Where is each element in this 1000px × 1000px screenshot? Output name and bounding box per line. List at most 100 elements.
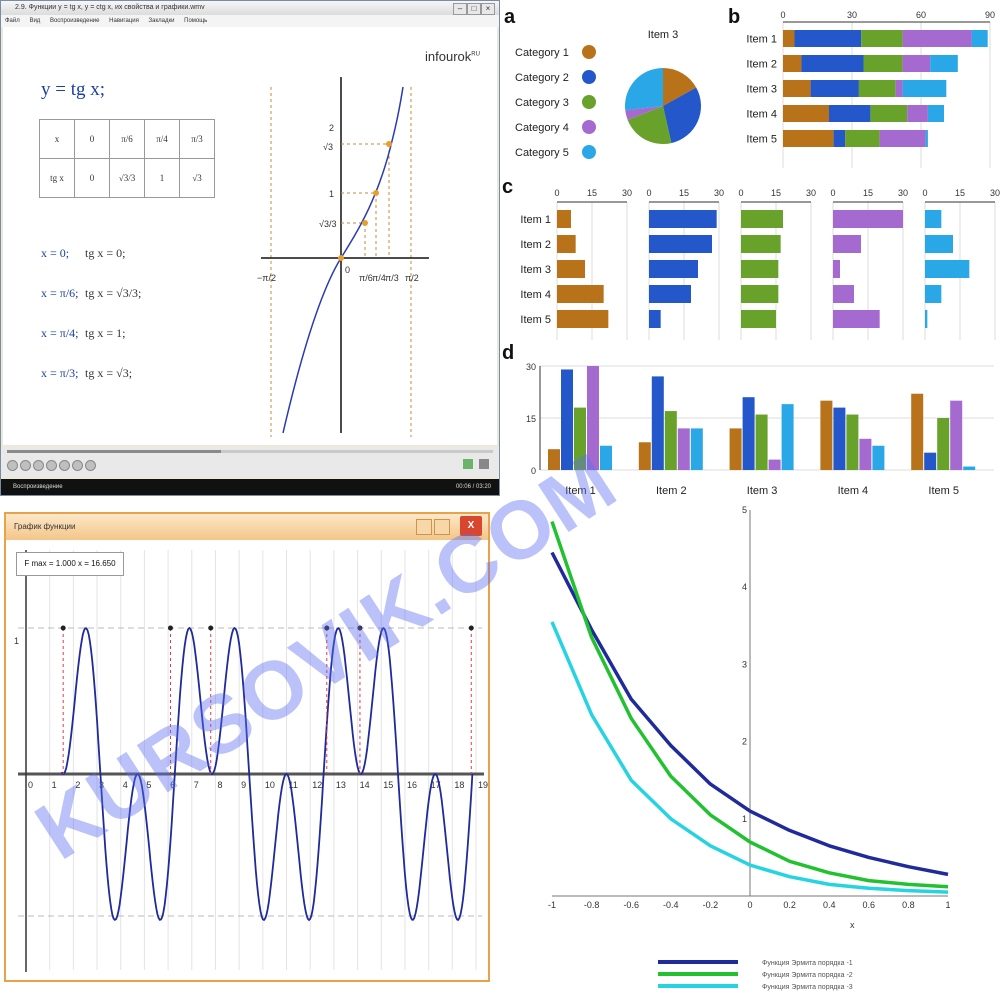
y-label-2: 2 <box>329 123 334 133</box>
x-tick-label: 2 <box>75 780 80 790</box>
x-tick-label: 12 <box>312 780 322 790</box>
table-cell: √3 <box>179 158 215 198</box>
bar <box>741 210 783 228</box>
x-label-mpi2: −π/2 <box>257 273 276 283</box>
bar-segment <box>783 55 802 72</box>
small-multiples-bar-chart: Item 1 Item 2 Item 3 Item 4 Item 5 0 15 30 0 15 30… <box>520 188 1000 340</box>
bar <box>859 438 872 470</box>
volume-icon[interactable] <box>463 459 473 469</box>
formula-list: x = 0; tg x = 0; x = π/6; tg x = √3/3; x =… <box>41 233 141 393</box>
bar-segment <box>902 80 947 97</box>
close-button[interactable]: X <box>460 516 482 536</box>
x-label-pi6: π/6 <box>359 273 373 283</box>
x-tick-label: 15 <box>771 188 781 198</box>
play-button[interactable] <box>33 460 44 471</box>
fullscreen-icon[interactable] <box>479 459 489 469</box>
pie-title: Item 3 <box>648 29 679 41</box>
bar <box>548 449 560 470</box>
menu-playback[interactable]: Воспроизведение <box>49 18 100 24</box>
pause-button[interactable] <box>46 460 57 471</box>
close-button[interactable]: × <box>481 3 495 15</box>
table-cell: √3/3 <box>109 158 145 198</box>
bar-segment <box>907 105 928 122</box>
x-tick-label: 13 <box>336 780 346 790</box>
x-tick-label: 0 <box>830 188 835 198</box>
window-title-bar[interactable]: 2.9. Функции y = tg x, y = ctg x, их сво… <box>1 1 499 15</box>
category-label: Item 1 <box>746 34 777 46</box>
legend-label: Функция Эрмита порядка -3 <box>762 984 853 991</box>
table-cell: 0 <box>74 119 110 159</box>
x-tick-label: 1 <box>945 900 950 910</box>
bar-segment <box>801 55 864 72</box>
bar-segment <box>930 55 958 72</box>
bar <box>925 285 942 303</box>
next-button[interactable] <box>85 460 96 471</box>
max-readout: F max = 1.000 x = 16.650 <box>16 552 124 576</box>
x-tick-label: 9 <box>241 780 246 790</box>
tangent-graph: 2 √3 1 √3/3 0 π/6 π/4 π/3 π/2 −π/2 <box>257 77 429 437</box>
x-tick-label: 15 <box>587 188 597 198</box>
x-tick-label: 0 <box>738 188 743 198</box>
y-tick-label: 1 <box>14 636 19 646</box>
bar <box>924 452 937 470</box>
peak-point <box>167 625 173 631</box>
menu-view[interactable]: Вид <box>29 18 41 24</box>
table-cell: 0 <box>74 158 110 198</box>
bar-segment <box>829 105 871 122</box>
minimize-button[interactable]: – <box>453 3 467 15</box>
x-label-pi4: π/4 <box>372 273 386 283</box>
x-tick-label: 60 <box>916 10 926 20</box>
maximize-button[interactable]: □ <box>467 3 481 15</box>
bar <box>925 310 928 328</box>
rewind-button[interactable] <box>20 460 31 471</box>
point-pi3 <box>386 141 392 147</box>
forward-button[interactable] <box>72 460 83 471</box>
formula-tg: tg x = √3; <box>85 366 133 380</box>
formula-row: x = π/4; tg x = 1; <box>41 313 141 353</box>
y-tick-label: 4 <box>742 582 747 592</box>
menu-bookmarks[interactable]: Закладки <box>148 18 175 24</box>
x-label-pi2: π/2 <box>405 273 419 283</box>
peak-point <box>60 625 66 631</box>
minimize-button[interactable] <box>416 519 432 535</box>
bar <box>557 235 576 253</box>
category-label: Item 5 <box>520 314 551 326</box>
y-tick-label: 1 <box>742 814 747 824</box>
category-label: Item 1 <box>520 214 551 226</box>
window-title-bar[interactable]: График функции X <box>6 514 488 540</box>
bar-segment <box>863 55 903 72</box>
menu-file[interactable]: Файл <box>5 18 20 24</box>
menu-navigation[interactable]: Навигация <box>109 18 139 24</box>
legend-label: Функция Эрмита порядка -2 <box>762 972 853 979</box>
bar-segment <box>810 80 859 97</box>
category-label: Item 2 <box>746 59 777 71</box>
x-tick-label: 1 <box>52 780 57 790</box>
bar <box>833 285 854 303</box>
legend-swatch <box>582 145 596 159</box>
pie-slice <box>625 68 663 111</box>
seek-bar[interactable] <box>7 450 493 453</box>
bar <box>925 260 970 278</box>
bar-segment <box>902 30 972 47</box>
bar <box>574 407 586 470</box>
table-cell: π/4 <box>144 119 180 159</box>
bar <box>846 414 859 470</box>
panel-c-letter: c <box>502 176 514 198</box>
maximize-button[interactable] <box>434 519 450 535</box>
menu-help[interactable]: Помощь <box>184 18 208 24</box>
x-tick-label: 0 <box>922 188 927 198</box>
table-cell: π/6 <box>109 119 145 159</box>
peak-point <box>357 625 363 631</box>
bar <box>557 310 609 328</box>
logo-sup: RU <box>471 51 480 58</box>
x-tick-label: 90 <box>985 10 995 20</box>
bar <box>729 428 742 470</box>
legend-label: Функция Эрмита порядка -1 <box>762 960 853 967</box>
prev-button[interactable] <box>7 460 18 471</box>
legend-label: Category 5 <box>515 147 569 159</box>
bar-segment <box>870 105 908 122</box>
stop-button[interactable] <box>59 460 70 471</box>
bar <box>741 260 779 278</box>
category-label: Item 2 <box>656 485 687 497</box>
legend-label: Category 4 <box>515 122 569 134</box>
